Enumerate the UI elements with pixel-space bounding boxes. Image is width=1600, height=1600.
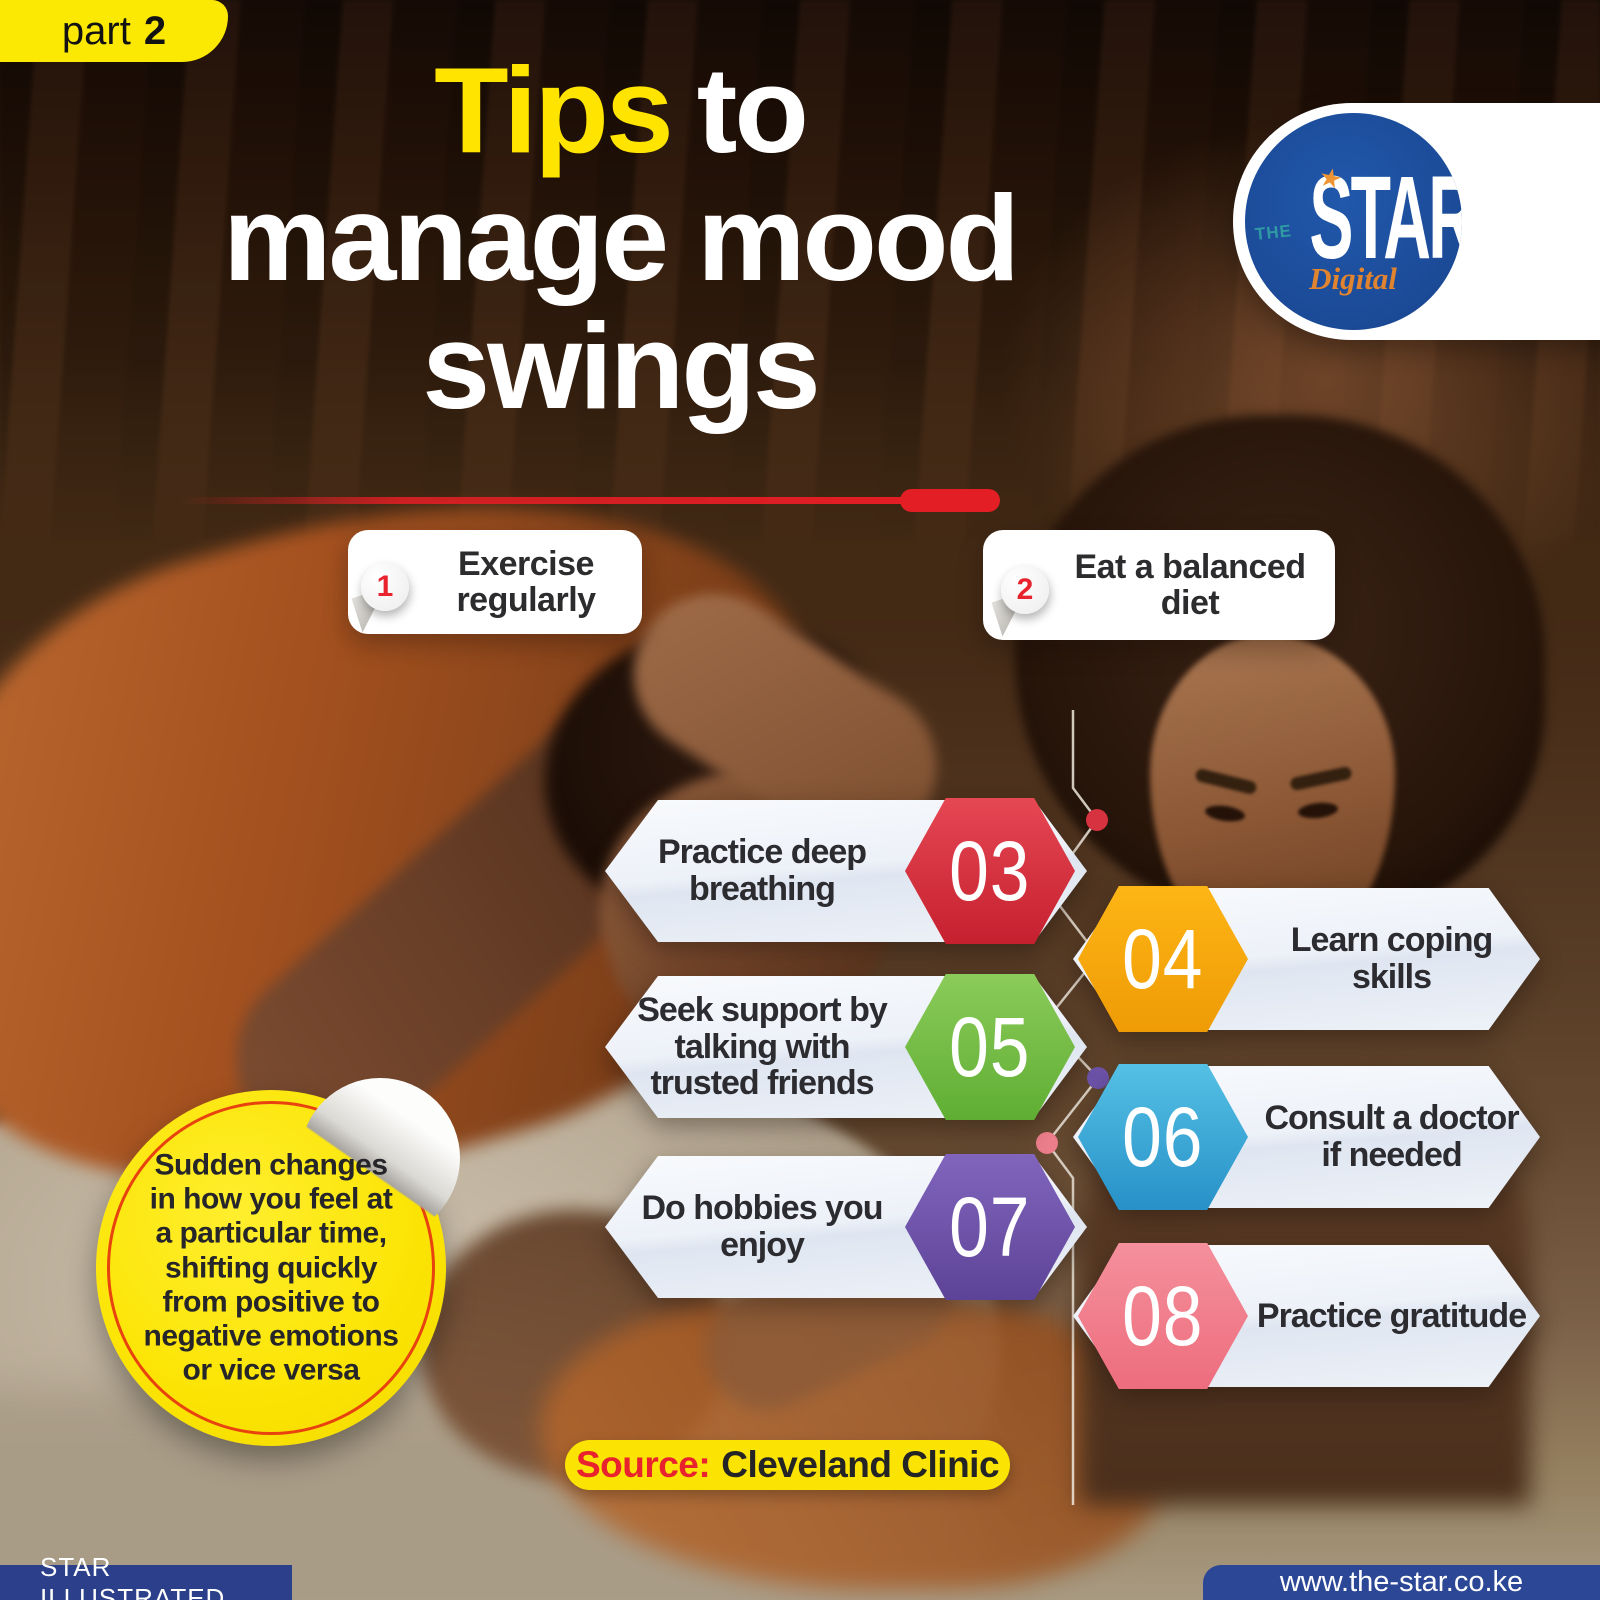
tip-number-05: 05 (949, 999, 1031, 1094)
tip-row-07: Do hobbies you enjoy 07 (605, 1154, 1087, 1300)
divider-line (180, 497, 905, 504)
tip-number-07: 07 (949, 1179, 1031, 1274)
logo-the-label: THE (1254, 221, 1293, 244)
tip-row-05: Seek support by talking with trusted fri… (605, 974, 1087, 1120)
footer-brand-bar: STAR ILLUSTRATED (0, 1552, 292, 1600)
source-value: Cleveland Clinic (721, 1444, 1000, 1485)
tip-row-04: Learn coping skills 04 (1073, 886, 1540, 1032)
tip-label-05: Seek support by talking with trusted fri… (637, 990, 888, 1103)
footer-brand-label: STAR ILLUSTRATED (40, 1551, 226, 1600)
tip-hexagon-05: 05 (905, 974, 1075, 1120)
part-badge: part 2 (0, 0, 228, 62)
connector-dot-03 (1086, 809, 1108, 831)
source-label: Source: (575, 1444, 711, 1485)
part-badge-label: part (61, 8, 131, 53)
sticker-page-curl (300, 1078, 460, 1238)
tip-row-06: Consult a doctor if needed 06 (1073, 1064, 1540, 1210)
tip-label-03: Practice deep breathing (657, 833, 867, 908)
connector-dot-07 (1087, 1067, 1109, 1089)
connector-dot-08 (1036, 1132, 1058, 1154)
title-highlight: Tips (434, 42, 674, 178)
title-line2: manage mood (222, 170, 1020, 307)
tip-label-2: Eat a balanced diet (1074, 547, 1306, 622)
definition-text: Sudden changes in how you feel at a part… (143, 1148, 399, 1387)
tip-label-08: Practice gratitude (1256, 1296, 1527, 1335)
page-title: Tips to manage mood swings (170, 46, 1070, 430)
tip-card-2: 2 Eat a balanced diet (983, 530, 1335, 640)
title-line3: swings (422, 298, 821, 435)
tip-number-08: 08 (1122, 1268, 1204, 1363)
divider-endcap (900, 489, 1000, 512)
tip-row-08: Practice gratitude 08 (1073, 1243, 1540, 1389)
tip-label-04: Learn coping skills (1290, 921, 1493, 996)
tip-number-04: 04 (1122, 911, 1204, 1006)
tip-label-1: Exercise regularly (456, 544, 596, 619)
tip-number-1: 1 (361, 563, 409, 611)
tip-row-03: Practice deep breathing 03 (605, 798, 1087, 944)
connector-line (1043, 710, 1100, 1505)
title-line1-rest: to (696, 42, 809, 178)
tip-hexagon-07: 07 (905, 1154, 1075, 1300)
footer-url-bar[interactable]: www.the-star.co.ke (1203, 1565, 1600, 1600)
tip-label-07: Do hobbies you enjoy (641, 1189, 884, 1264)
star-digital-logo: STAR THE ★ Digital (1233, 103, 1600, 340)
tip-number-03: 03 (949, 823, 1031, 918)
tip-hexagon-03: 03 (905, 798, 1075, 944)
footer-url-link[interactable]: www.the-star.co.ke (1279, 1566, 1524, 1598)
part-badge-number: 2 (143, 8, 167, 53)
logo-digital-label: Digital (1309, 261, 1397, 296)
definition-sticker: Sudden changes in how you feel at a part… (96, 1078, 460, 1446)
source-bar: Source: Cleveland Clinic (565, 1440, 1010, 1490)
tip-hexagon-08: 08 (1078, 1243, 1248, 1389)
tip-label-06: Consult a doctor if needed (1264, 1099, 1519, 1174)
logo-circle: STAR (1245, 113, 1462, 330)
tip-number-2: 2 (1001, 566, 1049, 614)
tip-number-06: 06 (1122, 1089, 1204, 1184)
tip-hexagon-04: 04 (1078, 886, 1248, 1032)
tip-hexagon-06: 06 (1078, 1064, 1248, 1210)
logo-wordmark: STAR (1309, 152, 1462, 284)
tip-card-1: 1 Exercise regularly (348, 530, 642, 634)
